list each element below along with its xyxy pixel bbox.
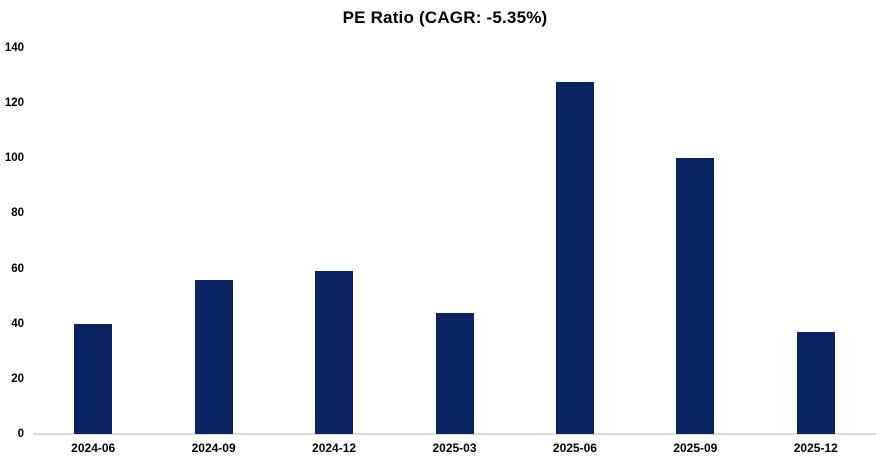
bar-2025-03 (435, 312, 474, 434)
y-axis-tick-label: 100 (4, 152, 24, 165)
bar-2025-09 (676, 158, 715, 434)
x-axis-tick-label: 2024-09 (191, 441, 236, 455)
bar-2025-12 (796, 331, 835, 434)
y-axis-tick-label: 60 (11, 262, 24, 275)
y-axis-tick-label: 20 (11, 372, 24, 385)
y-axis-tick-label: 80 (11, 207, 24, 220)
chart-title: PE Ratio (CAGR: -5.35%) (342, 8, 548, 27)
x-axis-tick-label: 2024-06 (71, 441, 116, 455)
x-axis-tick-label: 2024-12 (312, 441, 357, 455)
bar-2024-06 (74, 323, 113, 434)
bar-2024-09 (194, 279, 233, 434)
x-axis-tick-label: 2025-09 (673, 441, 718, 455)
x-axis-baseline (33, 433, 876, 435)
y-axis-tick-label: 0 (17, 428, 24, 440)
y-axis-tick-label: 140 (4, 42, 24, 54)
x-axis-tick-label: 2025-12 (793, 441, 838, 455)
y-axis-tick-label: 40 (11, 317, 24, 330)
y-axis-tick-label: 120 (4, 97, 24, 110)
bar-2025-06 (555, 82, 594, 434)
x-axis-tick-label: 2025-03 (432, 441, 477, 455)
bar-2024-12 (315, 271, 354, 434)
x-axis-tick-label: 2025-06 (552, 441, 597, 455)
